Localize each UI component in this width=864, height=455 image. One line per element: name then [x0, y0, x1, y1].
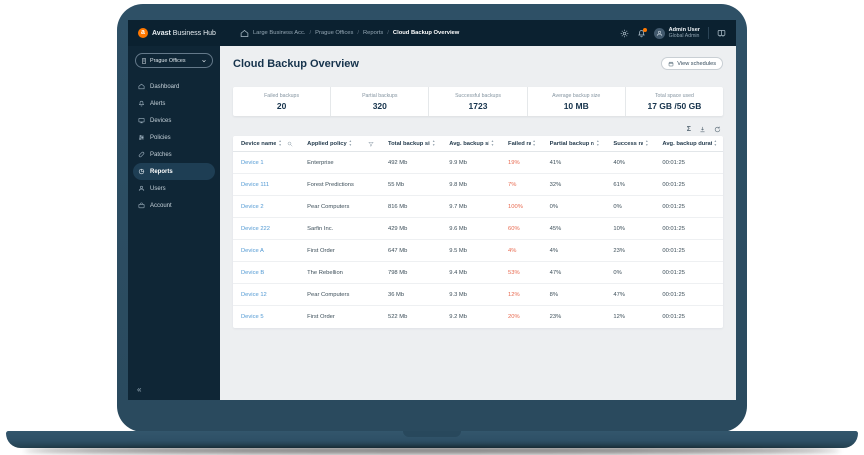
device-link[interactable]: Device 222	[241, 225, 271, 232]
brand-title: Avast Business Hub	[152, 29, 216, 37]
search-icon[interactable]	[287, 141, 293, 147]
user-role: Global Admin	[668, 33, 700, 40]
sliders-icon	[139, 135, 144, 140]
table-row: Device 222 Sarfin Inc. 429 Mb 9.6 Mb 60%…	[233, 218, 723, 240]
column-partial-backup-rate[interactable]: Partial backup rate ▲▼	[549, 139, 600, 147]
user-menu[interactable]: Admin User Global Admin	[669, 27, 700, 40]
column-avg-backup-duration[interactable]: Avg. backup duration ▲▼	[662, 139, 717, 147]
table-row: Device 5 First Order 522 Mb 9.2 Mb 20% 2…	[233, 306, 723, 328]
device-link[interactable]: Device 111	[241, 181, 270, 188]
sidebar-item-alerts[interactable]: Alerts	[128, 95, 220, 112]
app-screen: a Avast Business Hub Large Business Acc.…	[128, 20, 736, 400]
user-name: Admin User	[668, 26, 700, 33]
monitor-icon	[138, 118, 145, 124]
apps-switcher-icon[interactable]	[717, 29, 726, 38]
sidebar-item-policies[interactable]: Policies	[128, 129, 220, 146]
breadcrumb-item-current: Cloud Backup Overview	[392, 30, 460, 36]
table-row: Device 1 Enterprise 492 Mb 9.9 Mb 19% 41…	[233, 152, 723, 174]
sort-icon[interactable]: ▲ ▼	[432, 139, 436, 147]
table-row: Device 111 Forest Predictions 55 Mb 9.8 …	[233, 174, 723, 196]
sort-icon[interactable]: ▲ ▼	[713, 139, 717, 147]
table-toolbar: Σ	[233, 124, 721, 134]
sort-icon[interactable]: ▲ ▼	[348, 139, 352, 147]
org-selector-dropdown[interactable]: Prague Offices	[135, 53, 213, 68]
building-icon	[142, 58, 146, 63]
stat-average-backup-size: Average backup size 10 MB	[526, 87, 625, 116]
breadcrumb-item-reports[interactable]: Reports	[362, 30, 384, 36]
column-applied-policy[interactable]: Applied policy ▲ ▼	[299, 139, 380, 147]
sidebar-collapse-button[interactable]: «	[137, 385, 142, 394]
sort-icon[interactable]: ▲ ▼	[596, 139, 600, 147]
table-row: Device 12 Pear Computers 36 Mb 9.3 Mb 12…	[233, 284, 723, 306]
download-icon[interactable]	[699, 126, 706, 133]
reports-pie-icon	[138, 168, 145, 175]
sort-icon[interactable]: ▲ ▼	[278, 139, 282, 147]
page-title: Cloud Backup Overview	[233, 57, 359, 70]
sidebar: Prague Offices Dashboard Alerts Devices	[128, 46, 220, 400]
refresh-icon[interactable]	[714, 126, 721, 133]
devices-backup-table: Device name ▲ ▼ Applied policy ▲ ▼	[233, 136, 723, 328]
sidebar-item-reports[interactable]: Reports	[133, 163, 215, 180]
stat-failed-backups: Failed backups 20	[264, 92, 300, 111]
table-row: Device 2 Pear Computers 816 Mb 9.7 Mb 10…	[233, 196, 723, 218]
column-device-name[interactable]: Device name ▲ ▼	[233, 139, 299, 147]
backup-stats-summary: Failed backups 20 Partial backups 320 Su…	[233, 87, 723, 116]
device-link[interactable]: Device 5	[241, 314, 264, 320]
bell-icon	[138, 100, 145, 107]
stat-successful-backups: Successful backups 1723	[428, 87, 526, 116]
column-failed-rate[interactable]: Failed rate ▲▼	[508, 139, 536, 147]
notifications-bell-icon[interactable]	[637, 27, 647, 38]
briefcase-icon	[138, 202, 145, 209]
home-icon[interactable]	[240, 29, 249, 38]
laptop-shadow	[24, 447, 840, 454]
table-row: Device A First Order 647 Mb 9.5 Mb 4% 4%…	[233, 240, 723, 262]
device-link[interactable]: Device B	[241, 269, 265, 276]
column-total-backup-size[interactable]: Total backup size ▲▼	[387, 139, 436, 147]
stat-partial-backups: Partial backups 320	[330, 87, 428, 116]
stat-total-space-used: Total space used 17 GB /50 GB	[624, 87, 723, 116]
device-link[interactable]: Device 12	[241, 291, 267, 298]
org-selector-label: Prague Offices	[150, 57, 186, 64]
avast-logo-icon[interactable]: a	[138, 28, 148, 38]
top-bar: a Avast Business Hub Large Business Acc.…	[128, 20, 736, 46]
user-icon	[138, 185, 145, 191]
calendar-icon	[668, 61, 674, 66]
home-icon	[138, 83, 145, 90]
sort-icon[interactable]: ▲ ▼	[532, 139, 536, 147]
sidebar-item-devices[interactable]: Devices	[128, 112, 220, 129]
device-link[interactable]: Device 2	[241, 203, 264, 210]
column-success-rate[interactable]: Success rate ▲▼	[613, 139, 649, 147]
sort-icon[interactable]: ▲ ▼	[645, 139, 649, 147]
breadcrumb-item-account[interactable]: Large Business Acc.	[252, 30, 306, 36]
sidebar-item-patches[interactable]: Patches	[128, 146, 220, 163]
breadcrumb: Large Business Acc. / Prague Offices / R…	[240, 29, 459, 38]
chevron-down-icon	[202, 59, 206, 62]
table-header-row: Device name ▲ ▼ Applied policy ▲ ▼	[233, 136, 723, 152]
column-avg-backup-size[interactable]: Avg. backup size ▲▼	[449, 139, 495, 147]
notification-badge	[642, 27, 647, 32]
laptop-base-notch	[403, 431, 461, 437]
sidebar-nav: Dashboard Alerts Devices Policies	[128, 78, 220, 214]
summary-sigma-icon[interactable]: Σ	[686, 125, 691, 133]
patch-icon	[138, 151, 145, 158]
view-schedules-button[interactable]: View schedules	[661, 57, 723, 70]
laptop-base	[6, 431, 858, 448]
filter-funnel-icon[interactable]	[368, 141, 374, 147]
sidebar-item-account[interactable]: Account	[128, 197, 220, 214]
device-link[interactable]: Device A	[241, 247, 264, 254]
sidebar-item-users[interactable]: Users	[128, 180, 220, 197]
sidebar-item-dashboard[interactable]: Dashboard	[128, 78, 220, 95]
breadcrumb-item-site[interactable]: Prague Offices	[315, 30, 354, 36]
sort-icon[interactable]: ▲ ▼	[490, 139, 495, 147]
table-row: Device B The Rebellion 798 Mb 9.4 Mb 53%…	[233, 262, 723, 284]
settings-gear-icon[interactable]	[620, 29, 629, 38]
main-content: Cloud Backup Overview View schedules Fai…	[220, 46, 736, 400]
user-avatar[interactable]	[653, 27, 665, 39]
device-link[interactable]: Device 1	[241, 159, 264, 166]
